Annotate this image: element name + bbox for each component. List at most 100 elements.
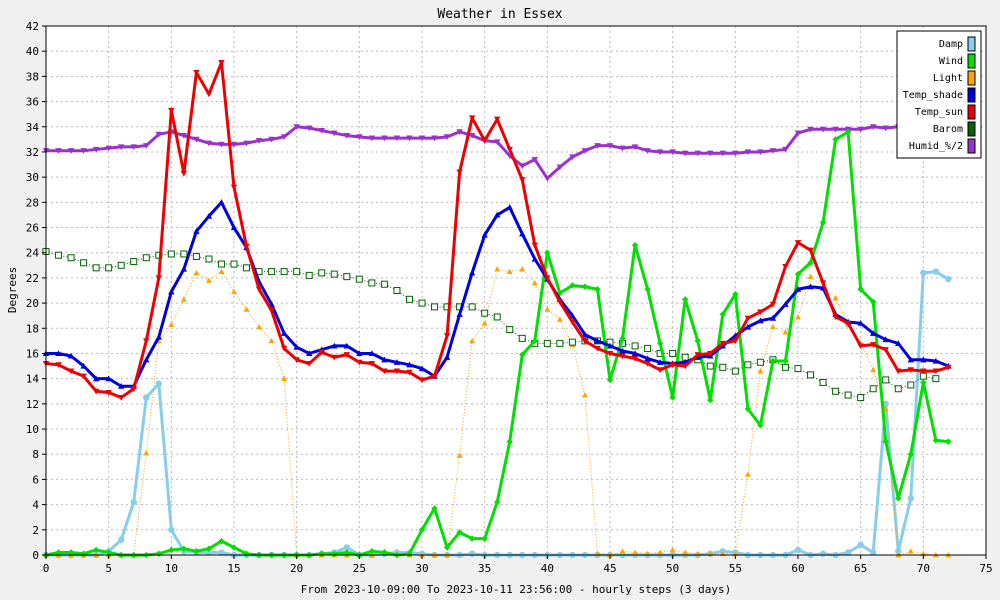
data-point	[669, 394, 676, 401]
data-point	[280, 134, 288, 141]
data-point	[568, 338, 576, 346]
x-tick-label: 20	[290, 562, 303, 575]
data-point	[694, 150, 701, 157]
data-point	[343, 352, 350, 358]
data-point	[844, 549, 852, 556]
data-point	[519, 163, 526, 170]
data-point	[218, 549, 225, 556]
data-point	[744, 149, 752, 156]
data-point	[506, 326, 514, 334]
data-point	[581, 283, 589, 290]
data-point	[632, 549, 639, 555]
data-point	[468, 303, 476, 311]
x-tick-label: 45	[603, 562, 616, 575]
data-point	[631, 355, 639, 362]
data-point	[481, 138, 488, 144]
x-tick-label: 30	[415, 562, 428, 575]
data-point	[782, 301, 789, 307]
data-point	[682, 150, 689, 157]
data-point	[118, 144, 125, 151]
data-point	[694, 337, 701, 345]
series-temp-sun	[42, 59, 952, 401]
data-point	[368, 360, 376, 367]
data-point	[306, 350, 313, 357]
data-point	[707, 350, 714, 357]
data-point	[870, 366, 877, 373]
data-point	[67, 148, 75, 154]
data-point	[707, 396, 714, 404]
data-point	[293, 268, 301, 276]
x-tick-label: 5	[105, 562, 112, 575]
y-tick-label: 42	[26, 20, 39, 33]
y-axis-label: Degrees	[6, 267, 19, 313]
data-point	[744, 405, 752, 413]
x-tick-label: 15	[227, 562, 240, 575]
data-point	[819, 378, 827, 386]
data-point	[393, 359, 401, 365]
data-point	[844, 320, 852, 327]
data-point	[92, 388, 100, 395]
data-point	[556, 164, 564, 171]
data-point	[168, 107, 175, 114]
data-point	[393, 287, 401, 294]
data-point	[130, 498, 137, 506]
data-point	[569, 282, 576, 289]
data-point	[619, 548, 626, 554]
data-point	[368, 350, 376, 357]
data-point	[343, 549, 350, 556]
data-point	[581, 338, 589, 345]
data-point	[920, 379, 927, 386]
data-point	[870, 330, 877, 336]
data-point	[268, 337, 275, 344]
data-point	[656, 149, 664, 156]
data-point	[180, 265, 188, 272]
data-point	[55, 362, 62, 369]
data-point	[569, 319, 576, 326]
data-point	[180, 250, 188, 258]
x-tick-label: 75	[979, 562, 992, 575]
data-point	[581, 331, 589, 338]
y-tick-label: 2	[32, 524, 39, 537]
data-point	[844, 128, 852, 135]
data-point	[142, 254, 150, 262]
data-point	[732, 338, 739, 345]
y-tick-label: 36	[26, 96, 39, 109]
data-point	[857, 320, 864, 326]
data-point	[581, 392, 588, 398]
data-point	[519, 266, 526, 272]
data-point	[218, 199, 225, 205]
legend-label: Damp	[939, 39, 963, 50]
y-tick-label: 34	[26, 121, 40, 134]
data-point	[945, 364, 952, 371]
data-point	[807, 126, 814, 133]
data-point	[118, 536, 125, 544]
data-point	[719, 150, 726, 157]
data-point	[782, 329, 789, 335]
data-point	[907, 381, 915, 389]
data-point	[231, 288, 237, 295]
data-point	[443, 354, 451, 360]
data-point	[155, 275, 162, 282]
data-point	[393, 368, 401, 375]
data-point	[807, 273, 814, 280]
data-point	[807, 283, 814, 290]
data-point	[656, 340, 664, 347]
data-point	[168, 526, 175, 534]
data-point	[143, 143, 150, 149]
data-point	[669, 349, 677, 357]
data-point	[619, 145, 626, 152]
data-point	[882, 347, 889, 353]
data-point	[368, 135, 376, 142]
data-point	[732, 291, 739, 298]
data-point	[306, 360, 313, 367]
data-point	[794, 240, 802, 246]
y-tick-label: 6	[32, 473, 39, 486]
data-point	[519, 351, 526, 358]
data-point	[443, 134, 451, 141]
legend: Damp Wind Light Temp_shade Temp_sun Barom Humi…	[896, 30, 982, 159]
data-point	[143, 394, 150, 401]
data-point	[130, 386, 137, 392]
data-point	[882, 336, 889, 343]
data-point	[518, 334, 526, 342]
data-point	[493, 313, 501, 321]
